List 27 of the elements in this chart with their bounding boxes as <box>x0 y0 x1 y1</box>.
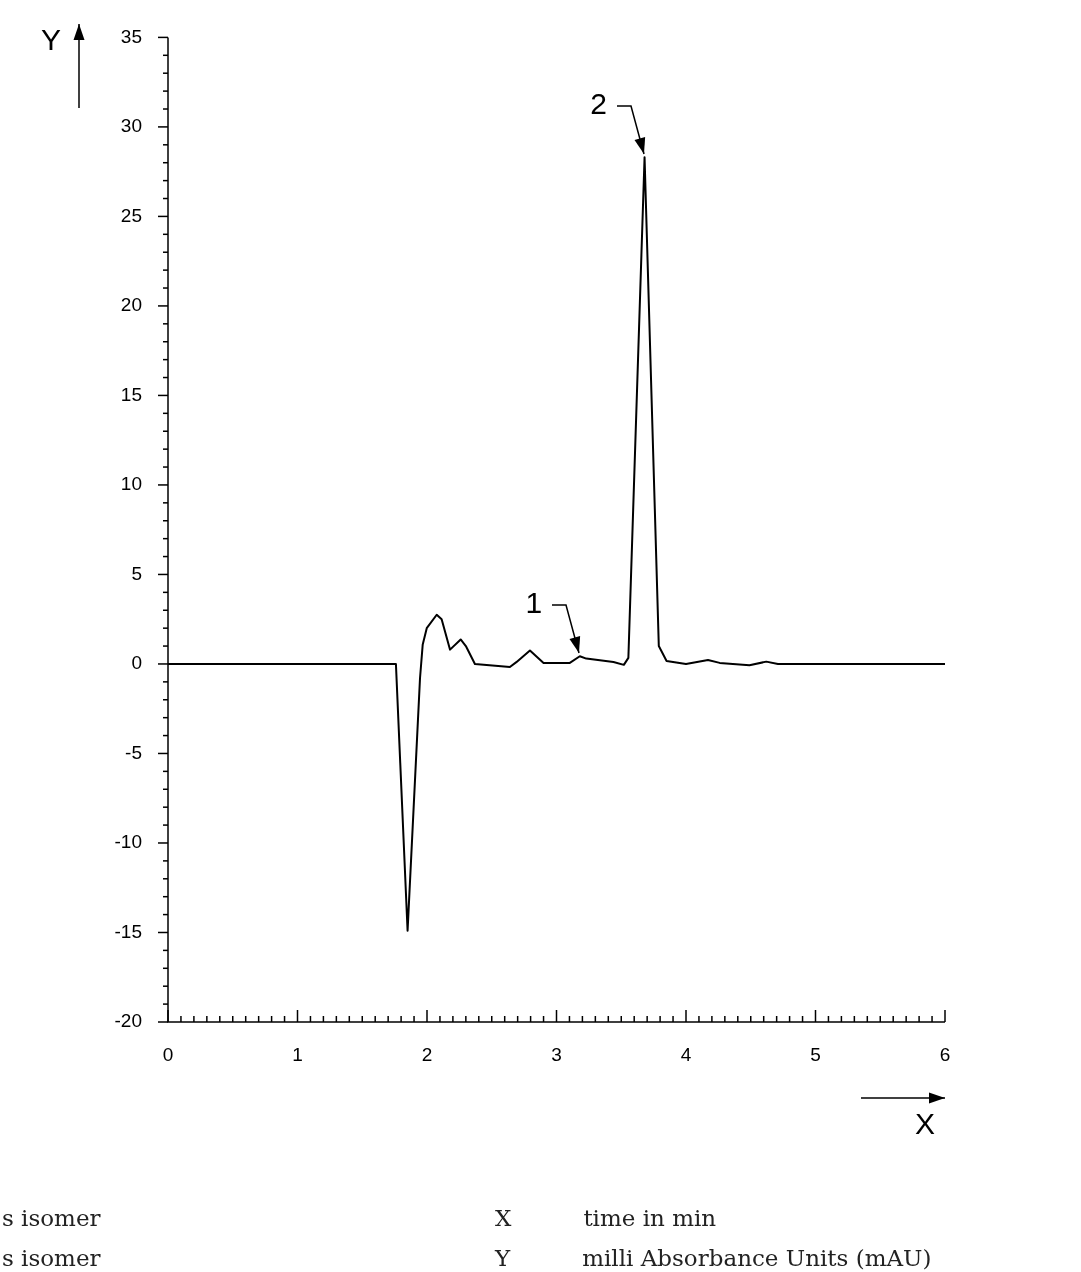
text: X time in min <box>495 1205 717 1231</box>
x-tick-label: 2 <box>421 1043 433 1065</box>
annotation: 1 <box>525 585 543 619</box>
y-tick-label: -15 <box>114 920 142 942</box>
text: s isomer <box>2 1205 101 1231</box>
y-tick-label: -10 <box>114 831 142 853</box>
y-tick-label: 5 <box>131 562 142 584</box>
x-tick-label: 5 <box>810 1043 821 1065</box>
y-tick-label: 30 <box>120 115 142 137</box>
x-tick-label: 1 <box>292 1043 303 1065</box>
y-tick-label: 25 <box>120 204 142 226</box>
x-tick-label: 4 <box>680 1043 692 1065</box>
x-tick-label: 6 <box>939 1043 951 1065</box>
y-tick-label: 0 <box>131 652 142 674</box>
annotation: 2 <box>590 86 607 120</box>
y-tick-label: 15 <box>120 383 142 405</box>
y-tick-label: -20 <box>114 1010 142 1032</box>
y-tick-label: 35 <box>120 25 142 47</box>
text: s isomer <box>2 1245 101 1271</box>
text: Y milli Absorbance Units (mAU) <box>495 1245 932 1271</box>
y-tick-label: -5 <box>125 741 142 763</box>
x-tick-label: 0 <box>162 1043 174 1065</box>
y-tick-label: 20 <box>120 294 142 316</box>
y-axis-title: Y <box>40 23 62 57</box>
x-axis-title: X <box>914 1107 936 1141</box>
x-tick-label: 3 <box>551 1043 562 1065</box>
y-tick-label: 10 <box>120 473 142 495</box>
